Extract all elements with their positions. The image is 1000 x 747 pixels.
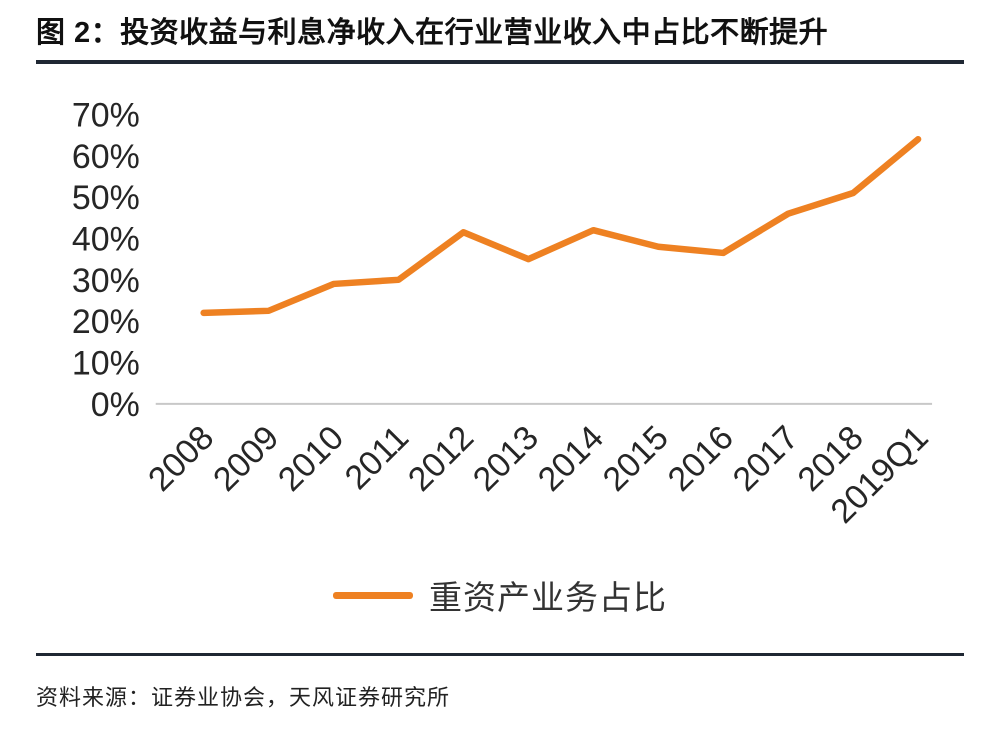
x-tick-label: 2010 <box>271 419 351 499</box>
series-line <box>200 136 922 317</box>
chart-area: 0% 10% 20% 30% 40% 50% 60% 70% 2008 2009 2010 2011 2… <box>36 86 964 561</box>
source-text: 资料来源：证券业协会，天风证券研究所 <box>36 685 451 710</box>
y-tick-label: 40% <box>72 220 140 258</box>
line-chart-svg: 0%10%20%30%40%50%60%70%20082009201020112… <box>72 96 936 530</box>
y-tick-label: 60% <box>72 138 140 176</box>
x-tick-label: 2016 <box>661 419 741 499</box>
x-tick-label: 2014 <box>531 419 611 499</box>
y-tick-label: 30% <box>72 262 140 300</box>
y-tick-label: 50% <box>72 179 140 217</box>
title-divider <box>36 60 964 64</box>
y-tick-label: 10% <box>72 344 140 382</box>
x-tick-label: 2009 <box>206 419 286 499</box>
x-tick-label: 2012 <box>401 419 481 499</box>
x-tick-label: 2008 <box>141 419 221 499</box>
y-tick-label: 70% <box>72 96 140 134</box>
x-tick-label: 2017 <box>726 419 806 499</box>
footer-divider <box>36 653 964 656</box>
legend-line-marker <box>333 591 413 599</box>
x-tick-label: 2015 <box>596 419 676 499</box>
figure-title: 图 2：投资收益与利息净收入在行业营业收入中占比不断提升 <box>36 17 829 49</box>
x-tick-label: 2013 <box>466 419 546 499</box>
chart-legend: 重资产业务占比 <box>36 571 964 619</box>
x-tick-label: 2011 <box>338 419 416 497</box>
y-tick-label: 0% <box>91 386 140 424</box>
legend-label: 重资产业务占比 <box>429 579 667 616</box>
y-tick-label: 20% <box>72 303 140 341</box>
